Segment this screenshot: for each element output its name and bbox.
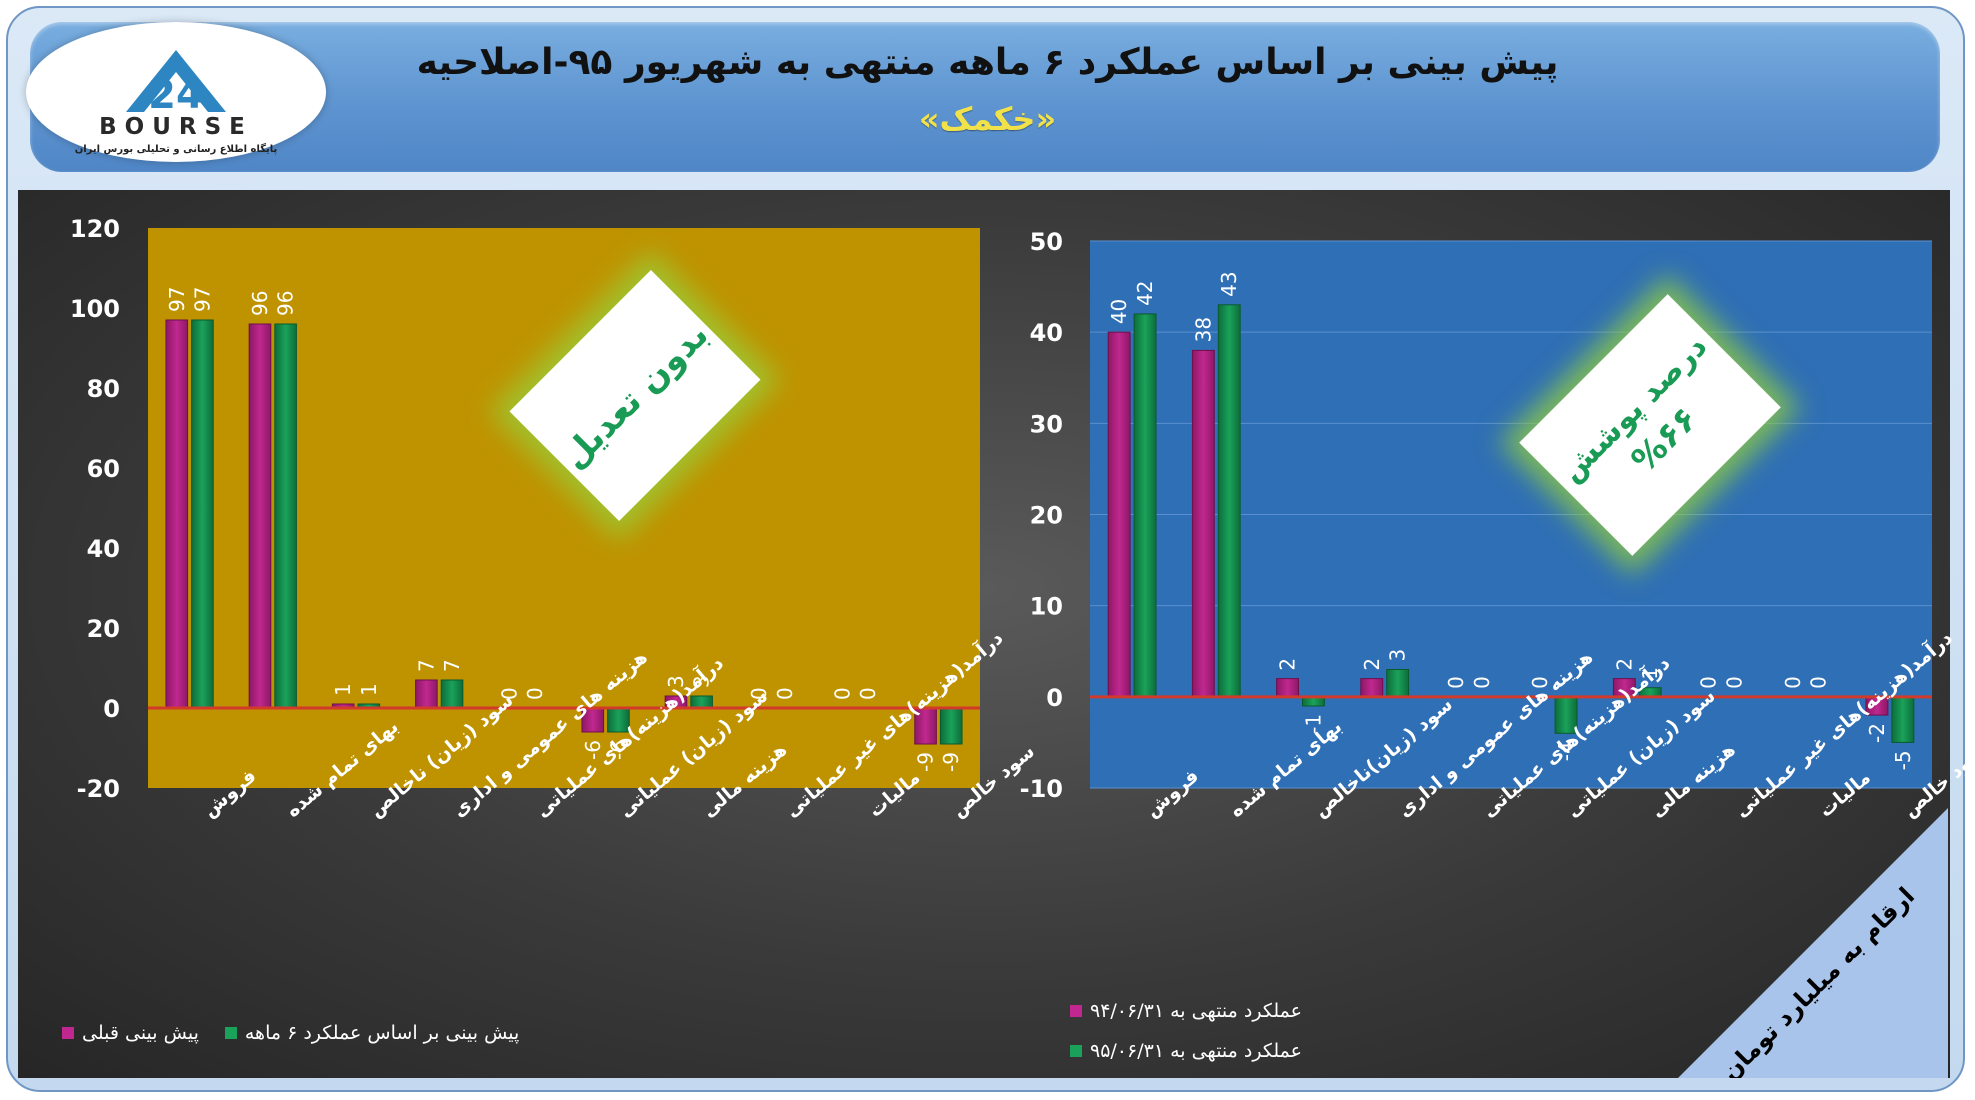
right-data-label: -4 — [1554, 741, 1578, 761]
right-data-label: 38 — [1191, 317, 1215, 342]
legend-item-period-95: عملکرد منتهی به ۹۵/۰۶/۳۱ — [1070, 1040, 1302, 1062]
left-data-label: 1 — [357, 683, 381, 696]
right-bar — [1217, 304, 1241, 698]
right-chart-legend-1: عملکرد منتهی به ۹۴/۰۶/۳۱ — [1070, 1000, 1302, 1022]
right-data-label: 0 — [1528, 676, 1552, 689]
page-title: پیش بینی بر اساس عملکرد ۶ ماهه منتهی به … — [416, 42, 1559, 83]
left-y-tick-label: 20 — [87, 615, 120, 643]
left-y-tick-label: 120 — [70, 215, 120, 243]
right-data-label: 0 — [1697, 676, 1721, 689]
logo-name: BOURSE — [99, 114, 253, 140]
left-bar — [415, 679, 438, 709]
right-data-label: 2 — [1612, 658, 1636, 671]
right-data-label: 0 — [1781, 676, 1805, 689]
units-note-background — [1678, 808, 1948, 1078]
left-chart-legend: پیش بینی قبلی پیش بینی بر اساس عملکرد ۶ م… — [62, 1022, 519, 1044]
left-bar — [690, 695, 713, 709]
right-bar — [1360, 678, 1384, 698]
left-data-label: 1 — [331, 683, 355, 696]
units-note: ارقام به میلیارد تومان — [1678, 808, 1948, 1078]
left-data-label: 0 — [523, 687, 547, 700]
right-data-label: 42 — [1133, 280, 1157, 305]
legend-label: پیش بینی بر اساس عملکرد ۶ ماهه — [244, 1022, 520, 1044]
left-data-label: 0 — [773, 687, 797, 700]
legend-label: عملکرد منتهی به ۹۴/۰۶/۳۱ — [1090, 1000, 1302, 1022]
left-data-label: -6 — [581, 740, 605, 760]
right-y-tick-label: 10 — [1030, 593, 1063, 621]
right-bar — [1891, 696, 1915, 743]
legend-item-six-month-forecast: پیش بینی بر اساس عملکرد ۶ ماهه — [224, 1022, 520, 1044]
left-data-label: 96 — [274, 291, 298, 316]
legend-item-previous-forecast: پیش بینی قبلی — [62, 1022, 199, 1044]
left-bar — [440, 679, 464, 709]
right-data-label: -2 — [1865, 723, 1889, 743]
left-y-tick-label: 80 — [87, 375, 120, 403]
legend-swatch — [1070, 1005, 1082, 1017]
right-data-label: 0 — [1444, 676, 1468, 689]
right-y-tick-label: -10 — [1020, 775, 1063, 803]
legend-swatch — [62, 1027, 74, 1039]
left-y-tick-label: -20 — [77, 775, 120, 803]
left-y-tick-label: 100 — [70, 295, 120, 323]
legend-swatch — [1070, 1045, 1082, 1057]
right-y-tick-label: 0 — [1046, 684, 1063, 712]
right-bar — [1276, 678, 1300, 698]
right-data-label: 0 — [1807, 676, 1831, 689]
right-y-tick-label: 30 — [1030, 410, 1063, 438]
left-data-label: 3 — [664, 675, 688, 688]
right-data-label: 2 — [1360, 658, 1384, 671]
left-data-label: 96 — [248, 291, 272, 316]
right-bar — [1107, 331, 1131, 698]
right-data-label: 3 — [1386, 649, 1410, 662]
left-bar — [191, 319, 214, 709]
legend-label: عملکرد منتهی به ۹۵/۰۶/۳۱ — [1090, 1040, 1302, 1062]
left-data-label: 0 — [498, 687, 522, 700]
left-y-tick-label: 0 — [103, 695, 120, 723]
legend-swatch — [224, 1027, 237, 1039]
logo-mark-icon: 24 — [126, 50, 226, 118]
right-data-label: -5 — [1891, 750, 1915, 770]
left-data-label: 7 — [414, 659, 438, 672]
left-bar — [274, 323, 297, 709]
left-data-label: -9 — [914, 752, 938, 772]
right-data-label: 0 — [1470, 676, 1494, 689]
right-bar — [1191, 349, 1215, 698]
right-chart-legend-2: عملکرد منتهی به ۹۵/۰۶/۳۱ — [1070, 1040, 1302, 1062]
right-data-label: 40 — [1107, 299, 1131, 324]
legend-label: پیش بینی قبلی — [82, 1022, 199, 1044]
header-banner — [30, 22, 1940, 172]
right-bar — [1133, 313, 1157, 698]
left-data-label: -6 — [606, 740, 630, 760]
left-data-label: 7 — [440, 659, 464, 672]
right-y-tick-label: 50 — [1030, 228, 1063, 256]
right-data-label: -1 — [1301, 714, 1325, 734]
right-data-label: 1 — [1638, 667, 1662, 680]
page-subtitle: «خکمک» — [918, 100, 1057, 138]
left-data-label: 97 — [190, 287, 214, 312]
right-y-tick-label: 20 — [1030, 502, 1063, 530]
left-bar — [165, 319, 189, 709]
left-y-tick-label: 60 — [87, 455, 120, 483]
left-data-label: 3 — [690, 675, 714, 688]
right-y-tick-label: 40 — [1030, 319, 1063, 347]
legend-item-period-94: عملکرد منتهی به ۹۴/۰۶/۳۱ — [1070, 1000, 1302, 1022]
svg-text:24: 24 — [148, 72, 204, 118]
left-data-label: -9 — [939, 752, 963, 772]
site-logo: 24 BOURSE پایگاه اطلاع رسانی و تحلیلی بو… — [26, 22, 326, 162]
right-data-label: 2 — [1276, 658, 1300, 671]
left-bar — [248, 323, 272, 709]
left-bar — [939, 707, 963, 745]
left-y-tick-label: 40 — [87, 535, 120, 563]
left-data-label: 0 — [747, 687, 771, 700]
right-data-label: 43 — [1217, 271, 1241, 296]
logo-tagline: پایگاه اطلاع رسانی و تحلیلی بورس ایران — [74, 144, 278, 155]
right-bar — [1386, 668, 1410, 698]
right-data-label: 0 — [1722, 676, 1746, 689]
left-data-label: 97 — [165, 287, 189, 312]
left-data-label: 0 — [830, 687, 854, 700]
left-data-label: 0 — [856, 687, 880, 700]
